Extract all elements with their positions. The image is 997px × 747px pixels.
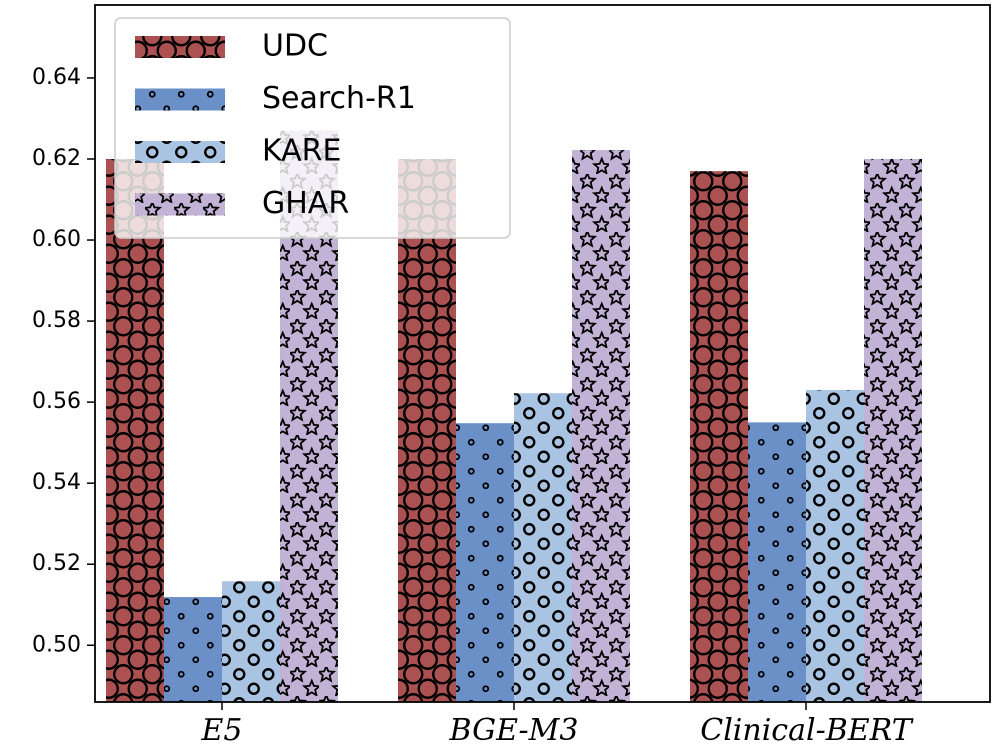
- y-tick-label: 0.64: [32, 65, 81, 90]
- bar: [748, 422, 806, 702]
- y-tick-label: 0.54: [32, 470, 81, 495]
- x-tick-label: E5: [201, 713, 243, 747]
- legend-label: KARE: [262, 134, 341, 169]
- y-tick-label: 0.50: [32, 632, 81, 657]
- legend-label: UDC: [262, 29, 328, 64]
- legend-swatch: [135, 36, 225, 58]
- bar: [572, 150, 630, 703]
- x-tick-label: Clinical-BERT: [700, 713, 913, 747]
- bar: [456, 423, 514, 702]
- bar: [864, 158, 922, 702]
- legend: [114, 17, 511, 239]
- legend-swatch: [135, 193, 225, 216]
- y-tick-label: 0.62: [32, 146, 81, 171]
- bar: [106, 158, 164, 702]
- legend-label: GHAR: [262, 186, 349, 221]
- bar: [806, 389, 864, 702]
- y-tick-label: 0.60: [32, 227, 81, 252]
- y-tick-label: 0.58: [32, 308, 81, 333]
- bar: [222, 581, 280, 702]
- legend-swatch: [135, 141, 225, 163]
- y-tick-label: 0.52: [32, 551, 81, 576]
- legend-label: Search-R1: [262, 81, 416, 116]
- bar: [514, 393, 572, 702]
- x-tick-label: BGE-M3: [449, 713, 579, 747]
- bar: [690, 171, 748, 702]
- bar: [164, 597, 222, 702]
- legend-swatch: [135, 88, 225, 111]
- y-tick-label: 0.56: [32, 389, 81, 414]
- plot-frame: [94, 4, 991, 703]
- bar: [398, 158, 456, 702]
